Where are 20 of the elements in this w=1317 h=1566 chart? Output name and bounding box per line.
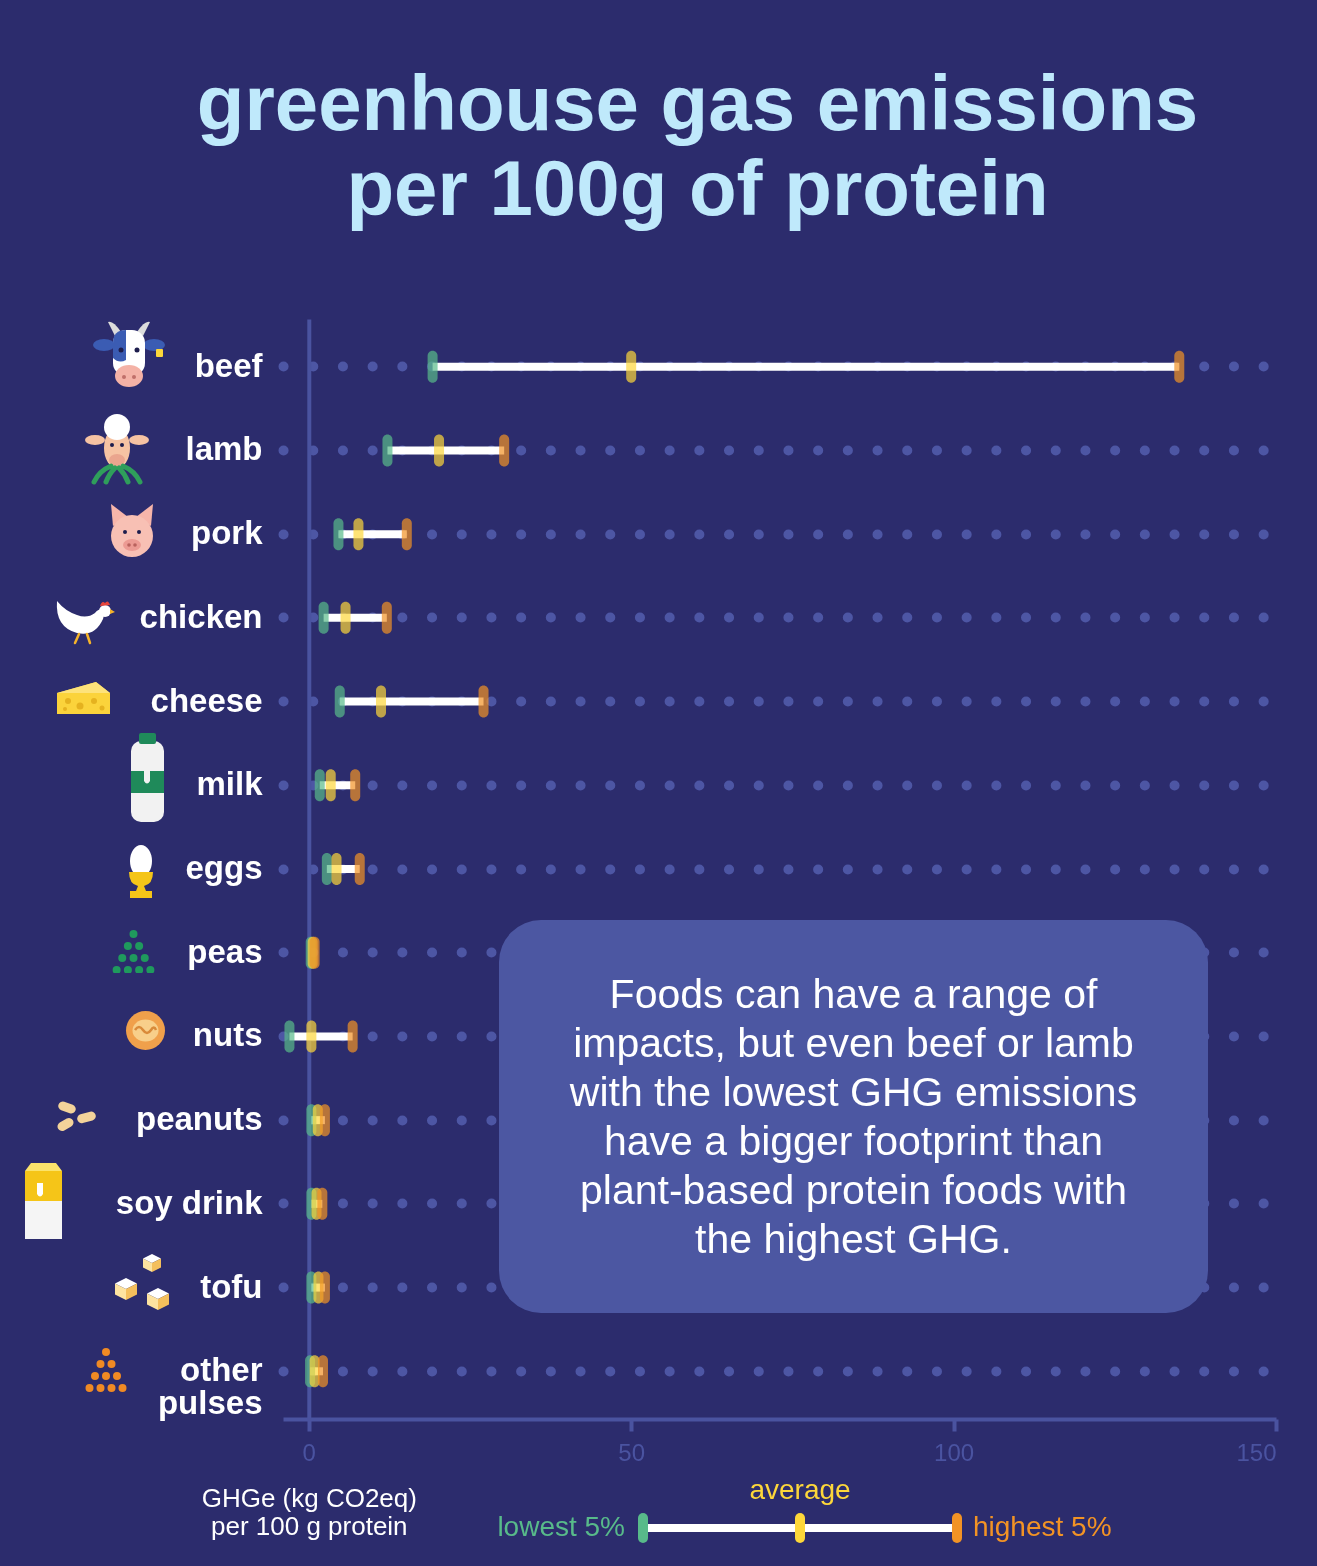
y-tick-label: peanuts (135, 1100, 263, 1138)
text: lowest 5% (497, 1511, 625, 1543)
chart-title: greenhouse gas emissions per 100g of protein (196, 59, 1199, 232)
y-tick-label: cheese (150, 681, 263, 719)
text: average (748, 1474, 852, 1506)
y-tick-label: beef (194, 346, 264, 384)
y-tick-label: milk (196, 765, 264, 803)
y-tick-label: eggs (185, 849, 263, 886)
y-tick-label: peas (187, 932, 263, 970)
y-tick-label: other pulses (157, 1351, 263, 1422)
y-tick-label: pork (190, 514, 264, 552)
y-tick-label: lamb (185, 430, 263, 468)
x-axis-title: GHGe (kg CO2eq) per 100 g protein (201, 1482, 417, 1541)
y-tick-label: soy drink (115, 1183, 264, 1221)
y-tick-label: nuts (192, 1016, 263, 1054)
y-tick-label: chicken (139, 597, 263, 635)
annotation: Foods can have a range of impacts, but even beef or lamb with the lowest GHG emissions have a bigger footprint than plant-based protein foods with the highest GHG. (568, 969, 1139, 1264)
callout-box: Foods can have a range of impacts, but even beef or lamb with the lowest GHG emissions have a bigger footprint than plant-based protein foods with the highest GHG. (499, 920, 1208, 1313)
y-tick-label: tofu (200, 1267, 263, 1305)
legend-label: highest 5% (973, 1511, 1112, 1543)
